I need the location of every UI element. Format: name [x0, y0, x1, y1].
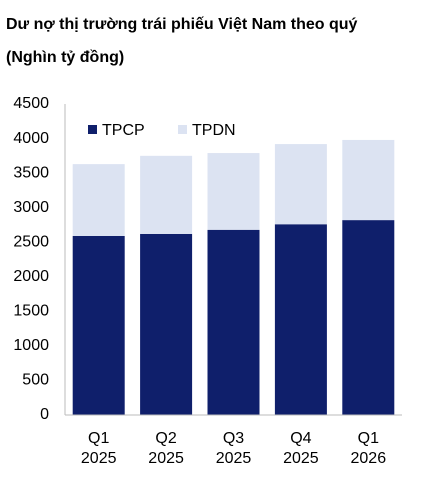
chart-title: Dư nợ thị trường trái phiếu Việt Nam the… — [6, 16, 358, 33]
y-tick-label: 4000 — [13, 130, 49, 147]
bar-segment — [274, 224, 327, 415]
legend-swatch — [178, 125, 187, 134]
x-tick-label: 2025 — [81, 450, 117, 467]
bar-segment — [342, 139, 395, 221]
chart-subtitle: (Nghìn tỷ đồng) — [6, 49, 124, 66]
x-tick-label: Q4 — [290, 430, 311, 447]
x-tick-label: 2025 — [216, 450, 252, 467]
y-tick-label: 2000 — [13, 268, 49, 285]
x-tick-label: 2025 — [283, 450, 319, 467]
bar-segment — [140, 233, 193, 415]
legend-label: TPDN — [192, 122, 236, 139]
y-tick-label: 4500 — [13, 95, 49, 112]
x-tick-label: Q1 — [358, 430, 379, 447]
x-tick-label: 2025 — [148, 450, 184, 467]
x-tick-label: Q1 — [88, 430, 109, 447]
x-tick-label: Q2 — [155, 430, 176, 447]
y-tick-label: 0 — [40, 406, 49, 423]
bar-segment — [342, 220, 395, 415]
y-tick-label: 500 — [22, 372, 49, 389]
legend-swatch — [88, 125, 97, 134]
bar-segment — [140, 155, 193, 234]
x-tick-label: Q3 — [223, 430, 244, 447]
y-tick-label: 1500 — [13, 303, 49, 320]
y-tick-label: 2500 — [13, 233, 49, 250]
bar-segment — [274, 144, 327, 225]
bar-segment — [72, 164, 125, 237]
x-tick-label: 2026 — [351, 450, 387, 467]
bar-segment — [207, 229, 260, 415]
y-tick-label: 3500 — [13, 164, 49, 181]
y-tick-label: 3000 — [13, 199, 49, 216]
bar-segment — [72, 236, 125, 415]
y-tick-label: 1000 — [13, 337, 49, 354]
bar-segment — [207, 153, 260, 230]
legend-label: TPCP — [102, 122, 145, 139]
